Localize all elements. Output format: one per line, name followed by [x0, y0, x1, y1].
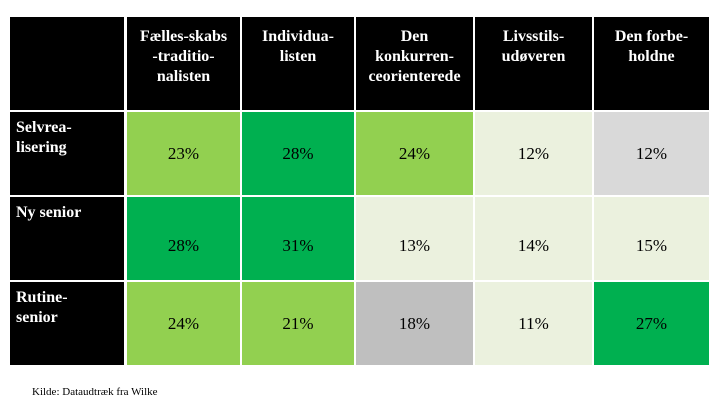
column-header: Individua- listen: [242, 17, 354, 110]
heatmap-cell: 27%: [594, 282, 709, 365]
heatmap-cell: 31%: [242, 197, 354, 280]
heatmap-cell: 28%: [127, 197, 240, 280]
corner-cell: [10, 17, 124, 110]
column-header: Livsstils- udøveren: [475, 17, 592, 110]
row-header: Rutine- senior: [10, 282, 124, 365]
row-header: Ny senior: [10, 197, 124, 280]
column-header: Den konkurren- ceorienterede: [356, 17, 473, 110]
source-note: Kilde: Dataudtræk fra Wilke: [32, 386, 158, 398]
heatmap-cell: 15%: [594, 197, 709, 280]
heatmap-cell: 14%: [475, 197, 592, 280]
heatmap-table: Fælles-skabs -traditio- nalisten Individu…: [10, 17, 709, 365]
heatmap-cell: 11%: [475, 282, 592, 365]
heatmap-cell: 18%: [356, 282, 473, 365]
heatmap-cell: 24%: [356, 112, 473, 195]
column-header: Fælles-skabs -traditio- nalisten: [127, 17, 240, 110]
heatmap-cell: 12%: [594, 112, 709, 195]
heatmap-cell: 28%: [242, 112, 354, 195]
heatmap-cell: 13%: [356, 197, 473, 280]
heatmap-cell: 24%: [127, 282, 240, 365]
column-header: Den forbe- holdne: [594, 17, 709, 110]
heatmap-cell: 23%: [127, 112, 240, 195]
heatmap-cell: 12%: [475, 112, 592, 195]
row-header: Selvrea- lisering: [10, 112, 124, 195]
heatmap-cell: 21%: [242, 282, 354, 365]
